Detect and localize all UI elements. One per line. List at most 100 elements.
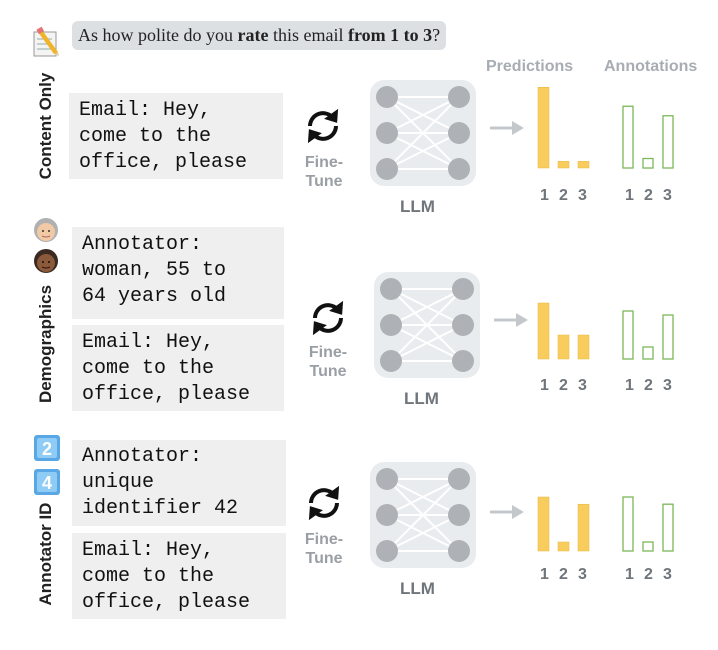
- annotation-bar: [662, 115, 674, 169]
- network-node: [448, 468, 470, 490]
- question-prefix: As how polite do you: [78, 25, 238, 45]
- keycap-4-icon: 4: [34, 469, 60, 495]
- refresh-icon-arc-bottom: [313, 502, 339, 518]
- network-node: [380, 350, 402, 372]
- prediction-bar: [557, 541, 570, 552]
- network-edge: [390, 324, 464, 362]
- prediction-bar: [577, 161, 590, 169]
- network-node: [452, 278, 474, 300]
- refresh-icon-arc-bottom: [317, 317, 343, 333]
- fine-tune-label-1: Fine- Tune: [308, 344, 348, 380]
- tick-label: 1: [540, 566, 549, 583]
- fine-tune-label-0: Fine- Tune: [304, 154, 344, 190]
- refresh-icon-arc-top: [308, 111, 334, 127]
- tick-label: 3: [663, 377, 672, 394]
- network-node: [452, 314, 474, 336]
- network-node: [376, 158, 398, 180]
- prediction-bar: [537, 87, 550, 169]
- keycap-2-icon: 2: [34, 435, 60, 461]
- network-node: [376, 504, 398, 526]
- network-edge: [386, 478, 460, 516]
- tick-label: 2: [644, 187, 653, 204]
- question-bold-range: from 1 to 3: [347, 25, 433, 45]
- network-node: [376, 122, 398, 144]
- svg-text:2: 2: [42, 439, 52, 459]
- network-node: [376, 468, 398, 490]
- tick-label: 3: [578, 187, 587, 204]
- llm-label-0: LLM: [400, 197, 435, 216]
- tick-label: 1: [625, 566, 634, 583]
- memo-pencil-icon: [33, 26, 59, 57]
- question-banner: As how polite do you rate this email fro…: [72, 21, 447, 50]
- network-node: [448, 122, 470, 144]
- person-icon: [34, 249, 58, 273]
- network-node: [448, 504, 470, 526]
- svg-text:4: 4: [42, 473, 52, 493]
- network-node: [380, 278, 402, 300]
- tick-label: 2: [559, 377, 568, 394]
- network-node: [380, 314, 402, 336]
- question-bold-rate: rate: [237, 25, 269, 45]
- refresh-icon-arc-bottom: [312, 125, 338, 141]
- annotation-bar: [662, 503, 674, 552]
- refresh-icon-arrowhead-bottom: [308, 506, 323, 521]
- arrow-head: [512, 121, 524, 135]
- network-edge: [386, 132, 460, 170]
- predictions-header: Predictions: [486, 58, 574, 75]
- annotation-bar: [622, 310, 634, 360]
- tick-label: 3: [578, 377, 587, 394]
- network-node: [452, 350, 474, 372]
- question-mid: this email: [268, 25, 348, 45]
- network-edge: [386, 96, 460, 134]
- tick-label: 1: [625, 377, 634, 394]
- arrow-head: [512, 505, 524, 519]
- refresh-icon-arrowhead-top: [325, 485, 340, 500]
- network-edge: [390, 288, 464, 362]
- tick-label: 3: [578, 566, 587, 583]
- question-suffix: ?: [432, 25, 441, 45]
- older-person-icon: [34, 218, 58, 242]
- prediction-bar: [537, 496, 550, 552]
- tick-label: 2: [559, 187, 568, 204]
- row-1-email-box: Email: Hey, come to the office, please: [72, 325, 284, 411]
- refresh-icon-arc-top: [309, 488, 335, 504]
- network-edge: [386, 478, 460, 552]
- annotation-bar: [622, 105, 634, 169]
- refresh-icon-arrowhead-bottom: [307, 129, 322, 144]
- refresh-icon-arrowhead-top: [329, 300, 344, 315]
- annotation-bar: [642, 157, 654, 169]
- prediction-bar: [577, 334, 590, 360]
- annotation-bar: [662, 314, 674, 360]
- refresh-icon-arrowhead-top: [324, 108, 339, 123]
- tick-label: 3: [663, 187, 672, 204]
- network-node: [376, 86, 398, 108]
- tick-label: 2: [559, 566, 568, 583]
- tick-label: 1: [540, 377, 549, 394]
- annotation-bar: [642, 346, 654, 360]
- row-2-annotator-box: Annotator: unique identifier 42: [72, 440, 286, 526]
- row-0-email-box: Email: Hey, come to the office, please: [69, 93, 283, 179]
- llm-label-2: LLM: [400, 579, 435, 598]
- prediction-bar: [557, 334, 570, 360]
- tick-label: 2: [644, 377, 653, 394]
- tick-label: 3: [663, 566, 672, 583]
- tick-label: 1: [625, 187, 634, 204]
- annotation-bar: [622, 496, 634, 552]
- refresh-icon-arc-top: [313, 303, 339, 319]
- row-2-email-box: Email: Hey, come to the office, please: [72, 533, 286, 619]
- network-node: [448, 158, 470, 180]
- row-1-annotator-box: Annotator: woman, 55 to 64 years old: [72, 227, 284, 319]
- annotation-bar: [642, 541, 654, 552]
- refresh-icon-arrowhead-bottom: [312, 321, 327, 336]
- arrow-head: [516, 313, 528, 327]
- network-edge: [390, 288, 464, 326]
- network-node: [376, 540, 398, 562]
- llm-label-1: LLM: [404, 389, 439, 408]
